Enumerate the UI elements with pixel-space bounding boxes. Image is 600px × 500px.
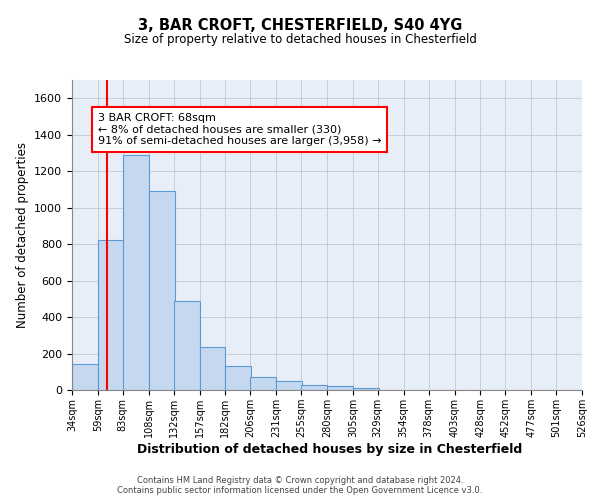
Text: 3, BAR CROFT, CHESTERFIELD, S40 4YG: 3, BAR CROFT, CHESTERFIELD, S40 4YG	[138, 18, 462, 32]
Y-axis label: Number of detached properties: Number of detached properties	[16, 142, 29, 328]
Bar	[149, 191, 175, 390]
Bar	[226, 366, 251, 390]
Bar	[301, 384, 327, 390]
Text: Contains public sector information licensed under the Open Government Licence v3: Contains public sector information licen…	[118, 486, 482, 495]
Text: Contains HM Land Registry data © Crown copyright and database right 2024.: Contains HM Land Registry data © Crown c…	[137, 476, 463, 485]
Bar	[327, 386, 353, 390]
Bar	[72, 364, 98, 390]
Bar	[98, 240, 124, 390]
Bar	[353, 388, 379, 390]
Text: Distribution of detached houses by size in Chesterfield: Distribution of detached houses by size …	[137, 442, 523, 456]
Bar	[123, 155, 149, 390]
Bar	[199, 347, 226, 390]
Text: 3 BAR CROFT: 68sqm
← 8% of detached houses are smaller (330)
91% of semi-detache: 3 BAR CROFT: 68sqm ← 8% of detached hous…	[98, 113, 382, 146]
Bar	[250, 377, 276, 390]
Text: Size of property relative to detached houses in Chesterfield: Size of property relative to detached ho…	[124, 32, 476, 46]
Bar	[173, 300, 199, 390]
Bar	[276, 381, 302, 390]
